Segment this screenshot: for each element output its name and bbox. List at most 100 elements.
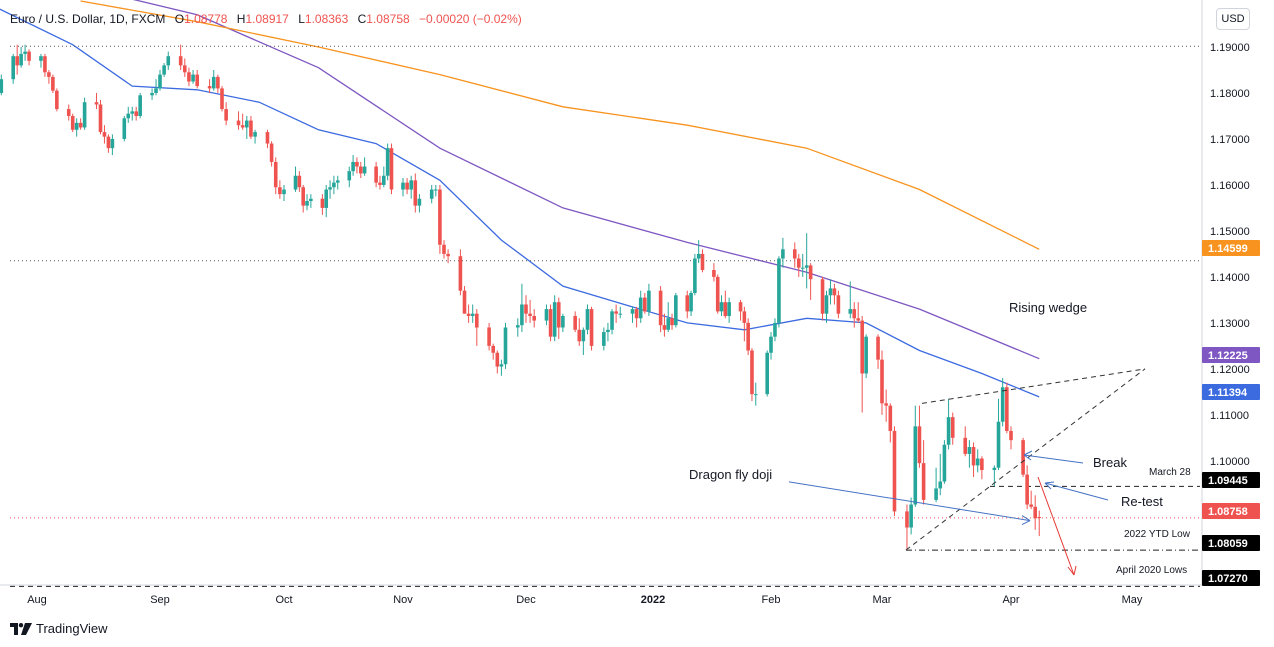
candle-body <box>499 364 504 367</box>
price-label: 1.14599 <box>1208 243 1248 255</box>
candle-body <box>606 329 610 333</box>
price-label: 1.08059 <box>1208 538 1248 550</box>
price-label: 1.11394 <box>1208 387 1248 399</box>
candle-body <box>324 189 329 208</box>
label-april-2020: April 2020 Lows <box>1116 565 1187 576</box>
candle-body <box>126 113 131 119</box>
candle-body <box>876 336 880 360</box>
candle-body <box>552 302 557 337</box>
candle-body <box>224 109 228 121</box>
candle-body <box>824 295 829 314</box>
y-tick-label: 1.14000 <box>1210 272 1250 284</box>
candle-body <box>273 161 278 188</box>
tradingview-icon <box>10 622 32 635</box>
candle-body <box>358 166 363 174</box>
candle-body <box>561 315 565 328</box>
ma50-line <box>0 8 1040 398</box>
low-label: L <box>298 12 305 26</box>
price-label: 1.07270 <box>1208 573 1248 585</box>
candle-body <box>320 198 325 208</box>
high-label: H <box>236 12 246 26</box>
candle-body <box>401 182 405 190</box>
candle-body <box>82 102 87 128</box>
label-dragonfly-doji: Dragon fly doji <box>689 467 772 482</box>
candle-body <box>808 265 813 280</box>
label-retest: Re-test <box>1121 494 1163 509</box>
candle-body <box>773 322 777 337</box>
candle-body <box>723 302 728 316</box>
candle-body <box>544 309 549 321</box>
candle-body <box>1037 517 1042 519</box>
candle-body <box>715 276 720 312</box>
candle-body <box>27 51 31 61</box>
brand-label: TradingView <box>36 621 108 636</box>
candle-body <box>70 115 75 130</box>
candle-body <box>892 430 897 512</box>
price-label: 1.09445 <box>1208 475 1248 487</box>
candle-body <box>719 302 724 312</box>
low-value: 1.08363 <box>304 12 349 26</box>
candle-body <box>836 295 841 314</box>
close-value: 1.08758 <box>366 12 410 26</box>
candle-body <box>150 92 154 96</box>
candle-body <box>1000 387 1005 422</box>
ma200-line <box>80 0 1040 250</box>
candle-body <box>138 95 142 116</box>
candle-body <box>777 258 781 323</box>
candle-body <box>106 136 111 149</box>
candle-body <box>154 88 158 93</box>
candle-body <box>220 88 224 110</box>
candle-body <box>249 120 253 137</box>
candle-body <box>475 313 479 328</box>
candle-body <box>39 56 43 61</box>
wedge-lower-line <box>905 368 1146 551</box>
projection-arrow-line <box>1037 476 1075 576</box>
candle-body <box>971 447 976 466</box>
candle-body <box>207 86 212 89</box>
candle-body <box>852 309 857 319</box>
symbol-title[interactable]: Euro / U.S. Dollar, 1D, FXCM <box>10 12 166 26</box>
tradingview-logo[interactable]: TradingView <box>10 621 108 636</box>
y-tick-label: 1.12000 <box>1210 364 1250 376</box>
candle-body <box>122 118 127 139</box>
open-label: O <box>174 12 185 26</box>
candle-body <box>389 148 394 190</box>
y-tick-label: 1.11000 <box>1210 410 1249 422</box>
candle-body <box>94 102 99 105</box>
candle-body <box>462 290 467 314</box>
candle-body <box>750 350 754 395</box>
x-tick-label: 2022 <box>641 594 665 606</box>
candle-body <box>385 148 390 176</box>
candle-body <box>967 447 972 454</box>
candle-body <box>647 290 651 312</box>
candle-body <box>328 187 332 190</box>
candle-body <box>265 132 270 144</box>
candle-body <box>1021 440 1025 475</box>
candle-body <box>548 309 553 337</box>
candle-body <box>700 253 705 271</box>
y-tick-label: 1.17000 <box>1210 134 1250 146</box>
candle-body <box>643 297 647 312</box>
candle-body <box>47 72 51 77</box>
candle-body <box>470 313 475 316</box>
y-tick-label: 1.19000 <box>1210 42 1250 54</box>
candle-body <box>195 74 199 87</box>
candle-body <box>577 329 582 342</box>
label-ytd-low: 2022 YTD Low <box>1124 529 1191 540</box>
candle-body <box>638 297 643 319</box>
candle-body <box>374 166 378 183</box>
x-tick-label: Aug <box>27 594 47 606</box>
candle-body <box>355 161 359 167</box>
candle-body <box>602 332 606 346</box>
candle-body <box>297 175 302 188</box>
candle-body <box>880 359 884 404</box>
currency-button[interactable]: USD <box>1216 8 1250 30</box>
wedge-upper-line <box>921 368 1146 404</box>
candle-body <box>913 426 918 505</box>
x-tick-label: Nov <box>393 594 413 606</box>
candle-body <box>216 76 220 89</box>
candle-body <box>293 175 298 190</box>
candle-body <box>0 79 4 93</box>
candle-body <box>938 481 943 489</box>
